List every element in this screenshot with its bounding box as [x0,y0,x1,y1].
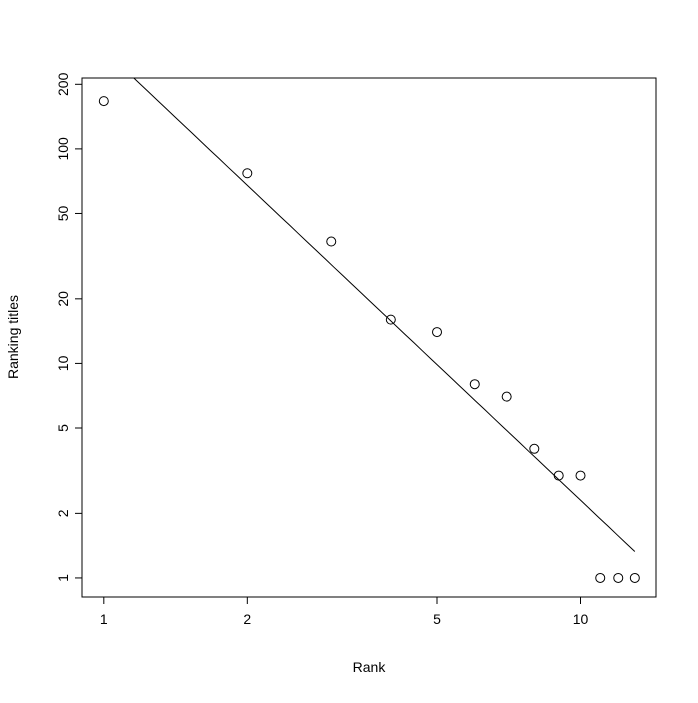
fit-line-group [133,78,636,552]
data-point [613,572,624,583]
data-point [595,572,606,583]
points-group [98,96,640,583]
y-axis: 1 2 5 10 20 50 100 200 [55,72,83,582]
x-tick-label: 5 [433,611,441,627]
y-tick-label: 20 [55,291,71,307]
data-point [529,443,540,454]
x-tick-label: 10 [573,611,589,627]
fit-line [133,78,636,552]
data-point [432,327,443,338]
x-tick-label: 1 [100,611,108,627]
y-axis-label: Ranking titles [5,295,21,379]
data-point [469,379,480,390]
data-point [326,236,337,247]
x-tick-label: 2 [243,611,251,627]
y-tick-label: 1 [55,574,71,582]
x-axis-label: Rank [353,659,387,675]
x-axis: 1 2 5 10 [100,596,589,627]
y-tick-label: 200 [55,72,71,96]
y-tick-label: 10 [55,355,71,371]
data-point [242,168,253,179]
data-point [629,572,640,583]
plot-box [81,77,657,598]
y-tick-label: 2 [55,509,71,517]
data-point [98,96,109,107]
y-tick-label: 100 [55,137,71,161]
y-tick-label: 5 [55,424,71,432]
data-point [553,470,564,481]
y-tick-label: 50 [55,205,71,221]
data-point [501,391,512,402]
data-point [575,470,586,481]
data-point [385,314,396,325]
